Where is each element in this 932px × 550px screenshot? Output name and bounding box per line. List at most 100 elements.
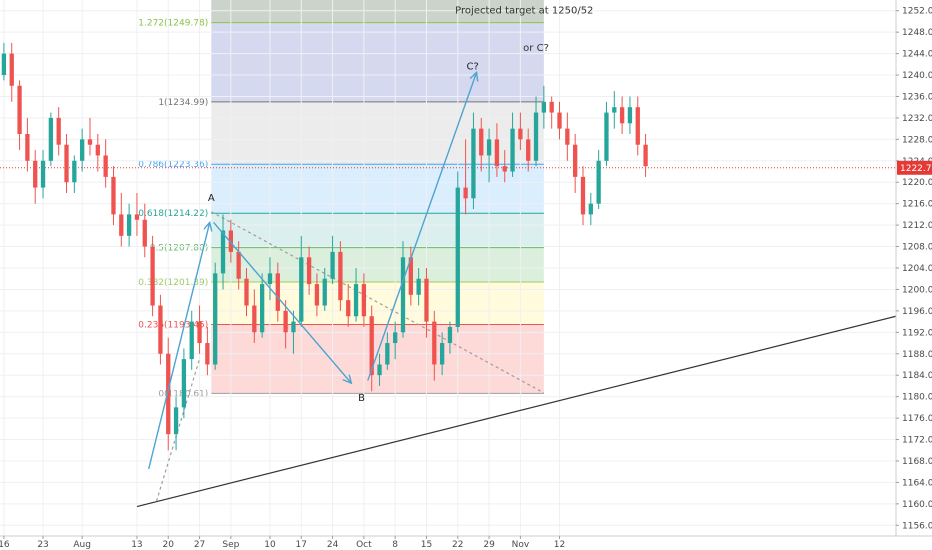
- candle-body: [580, 176, 586, 215]
- candle-body: [126, 214, 132, 236]
- candle-body: [502, 166, 507, 172]
- y-tick-label: 1196.00: [902, 307, 932, 317]
- candle-body: [393, 332, 398, 344]
- x-tick-label: 8: [392, 540, 398, 550]
- grid: [0, 0, 896, 536]
- candle-body: [166, 353, 171, 435]
- candle-body: [541, 101, 547, 113]
- y-tick-label: 1160.00: [902, 500, 932, 510]
- arrow-wave-b-to-c[interactable]: [367, 72, 477, 381]
- candle-body: [181, 359, 187, 408]
- arrow-wave-up-1[interactable]: [148, 222, 210, 470]
- candle-body: [494, 139, 500, 167]
- candle-body: [447, 326, 453, 344]
- x-tick-label: 22: [452, 540, 463, 550]
- y-tick-label: 1220.00: [902, 178, 932, 188]
- x-tick-label: 15: [421, 540, 432, 550]
- fib-level-label-1: 1(1234.99): [158, 98, 208, 108]
- fib-level-label-1.272: 1.272(1249.78): [138, 19, 208, 29]
- x-tick-label: Aug: [73, 540, 91, 550]
- candle-body: [25, 134, 30, 161]
- candle-body: [283, 310, 288, 333]
- y-tick-label: 1244.00: [902, 50, 932, 60]
- annotation-text-1: or C?: [523, 43, 549, 54]
- candle-body: [40, 160, 46, 188]
- candle-body: [48, 117, 54, 161]
- candle-body: [197, 321, 202, 344]
- x-tick-label: 29: [483, 540, 495, 550]
- candle-body: [346, 300, 351, 317]
- candle-body: [510, 128, 515, 172]
- candle-body: [408, 257, 413, 295]
- x-tick-label: 10: [264, 540, 276, 550]
- y-tick-label: 1156.00: [902, 521, 932, 531]
- candle-body: [306, 257, 312, 285]
- candle-body: [361, 284, 367, 317]
- y-tick-label: 1180.00: [902, 393, 932, 403]
- candle-body: [439, 343, 445, 365]
- candle-body: [134, 214, 140, 220]
- candle-body: [275, 273, 280, 311]
- fib-retracement[interactable]: 0(1180.61)0.236(1193.45)0.382(1201.39)0.…: [138, 0, 544, 399]
- y-tick-label: 1188.00: [902, 350, 932, 360]
- candle-body: [338, 251, 343, 301]
- candle-body: [604, 112, 609, 161]
- candle-body: [330, 251, 335, 279]
- fib-level-label-0.5: 0.5(1207.80): [150, 244, 209, 254]
- last-price-label: 1222.70: [900, 164, 932, 174]
- candle-body: [486, 139, 492, 156]
- candle-body: [173, 407, 179, 435]
- y-tick-label: 1176.00: [902, 414, 932, 424]
- candle-body: [80, 139, 85, 161]
- candle-body: [64, 144, 69, 183]
- y-tick-label: 1184.00: [902, 371, 932, 381]
- wave-arrows[interactable]: [148, 72, 477, 470]
- candlesticks: [1, 42, 648, 451]
- candle-body: [424, 278, 429, 322]
- fib-band-0: [211, 324, 544, 394]
- candle-body: [56, 117, 61, 145]
- candle-body: [526, 139, 531, 161]
- y-tick-label: 1216.00: [902, 200, 932, 210]
- fib-band-1.272: [211, 0, 544, 23]
- x-tick-label: 17: [296, 540, 307, 550]
- candle-body: [619, 107, 625, 124]
- candle-body: [596, 160, 601, 204]
- fib-band-0.786: [211, 101, 544, 165]
- x-tick-label: Nov: [512, 540, 530, 550]
- fib-level-label-0.786: 0.786(1223.36): [138, 160, 208, 170]
- candle-body: [557, 112, 562, 129]
- candle-body: [291, 321, 296, 333]
- arrow-wave-a-to-b[interactable]: [213, 221, 352, 383]
- candle-body: [432, 321, 437, 365]
- y-tick-label: 1200.00: [902, 285, 932, 295]
- candle-body: [635, 107, 640, 145]
- candle-body: [259, 284, 265, 333]
- candle-body: [252, 305, 257, 333]
- candle-body: [471, 128, 476, 199]
- fib-band-0.618: [211, 164, 544, 214]
- candle-body: [72, 160, 77, 183]
- candle-body: [369, 316, 374, 376]
- wave-label-B: B: [358, 393, 365, 404]
- y-tick-label: 1240.00: [902, 71, 932, 81]
- wave-label-Cq: C?: [467, 62, 479, 73]
- candle-body: [150, 246, 155, 306]
- support-trendline[interactable]: [136, 315, 897, 508]
- y-tick-label: 1208.00: [902, 243, 932, 253]
- candle-body: [612, 107, 617, 113]
- candle-body: [267, 273, 273, 285]
- candle-body: [189, 321, 194, 360]
- last-price-tag[interactable]: [897, 160, 932, 175]
- y-tick-label: 1172.00: [902, 436, 932, 446]
- candle-body: [95, 144, 100, 156]
- x-tick-label: 16: [0, 540, 10, 550]
- y-tick-label: 1164.00: [902, 478, 932, 488]
- x-tick-label: 27: [194, 540, 205, 550]
- candle-body: [9, 53, 14, 86]
- candle-body: [400, 257, 406, 333]
- y-tick-label: 1248.00: [902, 28, 932, 38]
